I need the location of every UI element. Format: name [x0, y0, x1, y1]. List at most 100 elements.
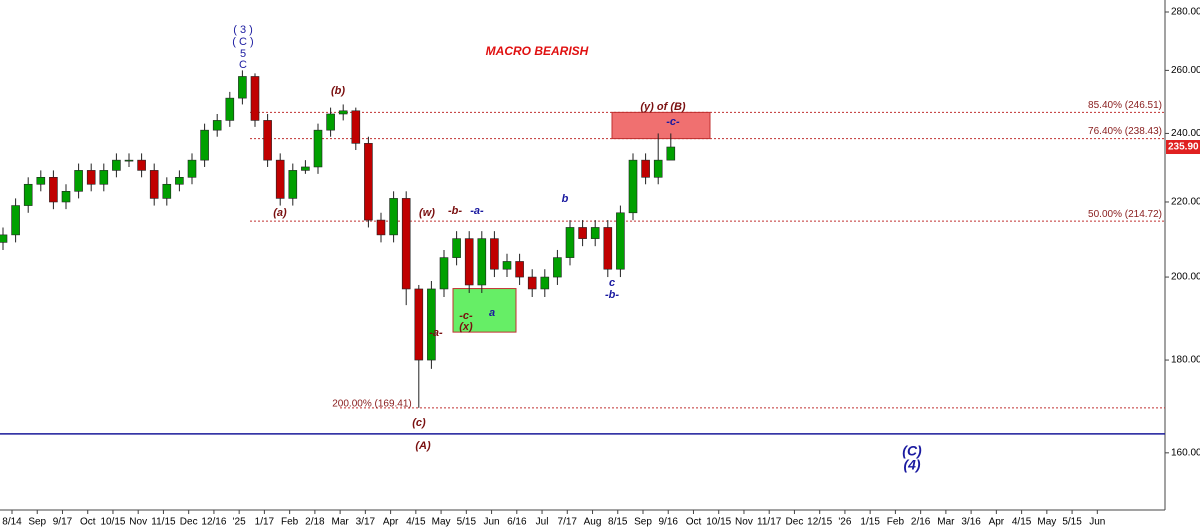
- x-tick-label: Jun: [483, 517, 499, 528]
- x-tick-label: 9/17: [53, 517, 73, 528]
- fib-label: 50.00% (214.72): [1088, 209, 1162, 220]
- candle-body: [603, 227, 613, 270]
- wave-label: C: [239, 59, 247, 71]
- x-tick-label: 3/16: [961, 517, 981, 528]
- x-tick-label: 4/15: [406, 517, 426, 528]
- candle-body: [263, 120, 272, 161]
- candle-body: [23, 183, 33, 206]
- chart-title: MACRO BEARISH: [486, 44, 589, 58]
- wave-label: (4): [903, 457, 920, 473]
- candle-body: [137, 159, 146, 171]
- candle-body: [238, 76, 247, 99]
- candle-body: [99, 170, 109, 185]
- candle-body: [527, 276, 537, 290]
- candle-body: [250, 76, 260, 121]
- candle-body: [515, 261, 524, 278]
- x-tick-label: 10/15: [706, 517, 731, 528]
- candle-body: [124, 159, 134, 162]
- x-tick-label: 7/17: [558, 517, 578, 528]
- candle-body: [414, 288, 424, 361]
- candle-body: [225, 97, 235, 121]
- price-tag-label: 235.90: [1168, 142, 1199, 153]
- x-tick-label: 11/17: [757, 517, 782, 528]
- wave-label: ( 3 ): [233, 24, 253, 36]
- candle-body: [364, 143, 373, 221]
- wave-label: ( C ): [232, 36, 253, 48]
- x-tick-label: Apr: [989, 517, 1005, 528]
- wave-label: (x): [459, 321, 473, 333]
- x-tick-label: Dec: [180, 517, 198, 528]
- candle-body: [0, 234, 8, 243]
- candle-body: [578, 227, 587, 239]
- candle-body: [401, 198, 411, 290]
- x-tick-label: Sep: [634, 517, 652, 528]
- wave-label: 5: [240, 48, 246, 60]
- candle-body: [288, 170, 298, 199]
- x-tick-label: Aug: [584, 517, 602, 528]
- candle-body: [326, 113, 335, 131]
- wave-label: -b-: [448, 205, 462, 217]
- x-tick-label: 8/14: [2, 517, 22, 528]
- candle-body: [590, 227, 600, 239]
- x-tick-label: Mar: [937, 517, 955, 528]
- x-tick-label: Mar: [332, 517, 350, 528]
- candle-body: [389, 198, 398, 236]
- wave-label: b: [562, 193, 569, 205]
- candle-body: [490, 238, 499, 270]
- wave-label: (y) of (B): [640, 101, 686, 113]
- candle-body: [11, 205, 20, 236]
- x-tick-label: Nov: [129, 517, 147, 528]
- x-tick-label: 1/15: [860, 517, 880, 528]
- candle-body: [162, 183, 172, 199]
- candle-body: [86, 170, 96, 185]
- candle-body: [351, 110, 361, 144]
- candle-body: [616, 212, 625, 270]
- x-tick-label: Dec: [786, 517, 804, 528]
- candle-body: [301, 166, 310, 171]
- x-tick-label: Feb: [281, 517, 299, 528]
- wave-label: -c-: [459, 310, 473, 322]
- candle-body: [540, 276, 550, 290]
- x-tick-label: Oct: [686, 517, 702, 528]
- wave-label: (c): [412, 417, 426, 429]
- fib-label: 85.40% (246.51): [1088, 100, 1162, 111]
- x-tick-label: 3/17: [356, 517, 376, 528]
- wave-label: -b-: [605, 289, 619, 301]
- x-tick-label: Jun: [1089, 517, 1105, 528]
- y-tick-label: 180.00: [1171, 355, 1200, 366]
- candle-body: [653, 159, 663, 178]
- x-tick-label: May: [1037, 517, 1056, 528]
- wave-label: a: [489, 307, 495, 319]
- candle-body: [187, 159, 197, 178]
- candle-body: [376, 219, 386, 236]
- y-tick-label: 220.00: [1171, 197, 1200, 208]
- x-tick-label: 5/15: [1062, 517, 1082, 528]
- candle-body: [565, 227, 575, 258]
- x-tick-label: 11/15: [151, 517, 176, 528]
- candle-body: [200, 129, 209, 161]
- candle-body: [452, 238, 461, 258]
- candle-body: [628, 159, 638, 214]
- x-tick-label: 9/16: [659, 517, 679, 528]
- x-tick-label: Apr: [383, 517, 399, 528]
- x-tick-label: 4/15: [1012, 517, 1032, 528]
- candle-body: [338, 110, 348, 115]
- x-tick-label: May: [432, 517, 451, 528]
- y-tick-label: 260.00: [1171, 65, 1200, 76]
- candle-body: [666, 146, 676, 161]
- x-tick-label: Jul: [536, 517, 549, 528]
- x-tick-label: 2/16: [911, 517, 931, 528]
- y-tick-label: 280.00: [1171, 7, 1200, 18]
- candle-body: [74, 170, 83, 192]
- candle-body: [641, 159, 650, 178]
- fib-label: 200.00% (169.41): [332, 398, 412, 409]
- candle-body: [427, 288, 436, 361]
- zone: [611, 111, 711, 140]
- x-tick-label: 12/16: [201, 517, 226, 528]
- x-tick-label: Sep: [28, 517, 46, 528]
- candle-body: [553, 257, 562, 278]
- x-tick-label: 12/15: [807, 517, 832, 528]
- wave-label: (C): [902, 443, 922, 459]
- x-tick-label: '26: [838, 517, 851, 528]
- candle-body: [212, 120, 222, 131]
